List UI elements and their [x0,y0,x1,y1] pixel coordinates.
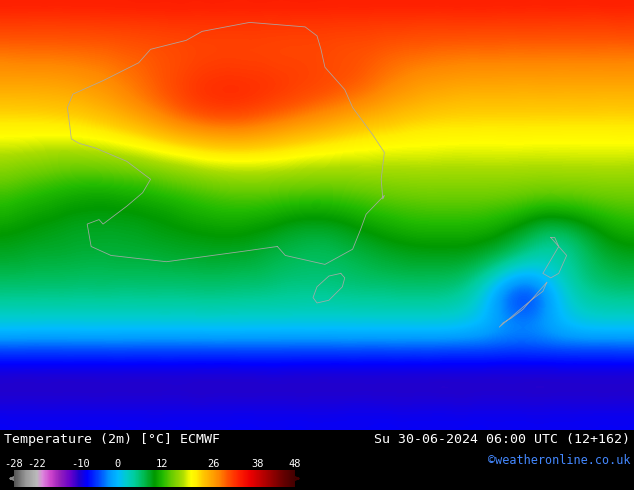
Text: 48: 48 [288,459,301,469]
Text: 0: 0 [114,459,120,469]
Text: Su 30-06-2024 06:00 UTC (12+162): Su 30-06-2024 06:00 UTC (12+162) [374,433,630,446]
Text: -10: -10 [71,459,90,469]
Text: -22: -22 [27,459,46,469]
Text: -28: -28 [4,459,23,469]
Text: 12: 12 [155,459,168,469]
Text: Temperature (2m) [°C] ECMWF: Temperature (2m) [°C] ECMWF [4,433,220,446]
Text: ©weatheronline.co.uk: ©weatheronline.co.uk [488,454,630,467]
Text: 38: 38 [252,459,264,469]
Text: 26: 26 [207,459,220,469]
